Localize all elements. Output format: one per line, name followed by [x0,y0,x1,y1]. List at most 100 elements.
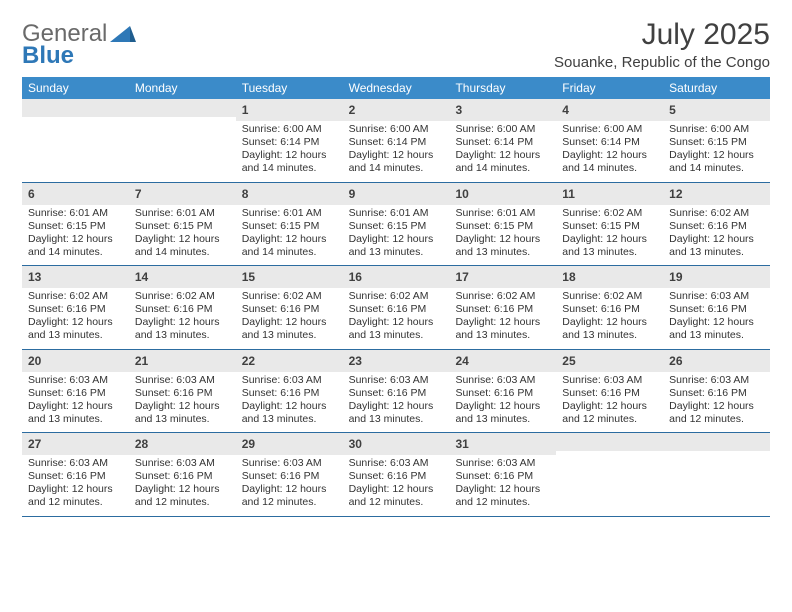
calendar-day: 18Sunrise: 6:02 AMSunset: 6:16 PMDayligh… [556,266,663,349]
day-details: Sunrise: 6:02 AMSunset: 6:16 PMDaylight:… [239,290,340,343]
daylight-text: Daylight: 12 hours and 12 minutes. [669,400,764,426]
day-details: Sunrise: 6:03 AMSunset: 6:16 PMDaylight:… [559,374,660,427]
sunset-text: Sunset: 6:15 PM [562,220,657,233]
calendar-day: 7Sunrise: 6:01 AMSunset: 6:15 PMDaylight… [129,183,236,266]
brand-logo: General Blue [22,18,136,68]
day-number: 5 [669,103,676,117]
header: General Blue July 2025 Souanke, Republic… [22,18,770,71]
calendar-day: 29Sunrise: 6:03 AMSunset: 6:16 PMDayligh… [236,433,343,516]
day-number-strip: 25 [556,350,663,372]
calendar-day: 14Sunrise: 6:02 AMSunset: 6:16 PMDayligh… [129,266,236,349]
sunrise-text: Sunrise: 6:01 AM [28,207,123,220]
sunrise-text: Sunrise: 6:03 AM [242,374,337,387]
day-of-week-header: Sunday Monday Tuesday Wednesday Thursday… [22,77,770,99]
day-number: 2 [349,103,356,117]
calendar-day: 25 Sunrise: 6:03 AMSunset: 6:16 PMDayligh… [556,350,663,433]
sunrise-text: Sunrise: 6:03 AM [669,290,764,303]
day-number-strip: 22 [236,350,343,372]
day-details: Sunrise: 6:01 AMSunset: 6:15 PMDaylight:… [346,207,447,260]
day-number-strip: 30 [343,433,450,455]
daylight-text: Daylight: 12 hours and 12 minutes. [562,400,657,426]
day-details: Sunrise: 6:03 AMSunset: 6:16 PMDaylight:… [346,457,447,510]
calendar-day: 5Sunrise: 6:00 AMSunset: 6:15 PMDaylight… [663,99,770,182]
calendar-day: 31Sunrise: 6:03 AMSunset: 6:16 PMDayligh… [449,433,556,516]
sunset-text: Sunset: 6:14 PM [242,136,337,149]
day-number-strip: 11 [556,183,663,205]
day-details: Sunrise: 6:02 AMSunset: 6:16 PMDaylight:… [559,290,660,343]
day-number: 15 [242,270,255,284]
day-number-strip: 19 [663,266,770,288]
day-number-strip: 18 [556,266,663,288]
daylight-text: Daylight: 12 hours and 12 minutes. [242,483,337,509]
day-details: Sunrise: 6:01 AMSunset: 6:15 PMDaylight:… [239,207,340,260]
sunset-text: Sunset: 6:14 PM [349,136,444,149]
logo-triangle-icon [110,24,136,44]
daylight-text: Daylight: 12 hours and 13 minutes. [455,316,550,342]
calendar-day: 2 Sunrise: 6:00 AMSunset: 6:14 PMDaylight… [343,99,450,182]
day-number-strip: 16 [343,266,450,288]
day-number: 17 [455,270,468,284]
calendar-day [22,99,129,182]
sunrise-text: Sunrise: 6:02 AM [455,290,550,303]
calendar-week: 13Sunrise: 6:02 AMSunset: 6:16 PMDayligh… [22,266,770,350]
day-details: Sunrise: 6:02 AMSunset: 6:16 PMDaylight:… [132,290,233,343]
day-number: 23 [349,354,362,368]
calendar-day: 6Sunrise: 6:01 AMSunset: 6:15 PMDaylight… [22,183,129,266]
calendar-day: 12Sunrise: 6:02 AMSunset: 6:16 PMDayligh… [663,183,770,266]
day-details: Sunrise: 6:03 AMSunset: 6:16 PMDaylight:… [666,374,767,427]
day-number: 22 [242,354,255,368]
day-number-strip: 7 [129,183,236,205]
day-number-strip: 8 [236,183,343,205]
sunset-text: Sunset: 6:16 PM [669,387,764,400]
day-number: 25 [562,354,575,368]
sunrise-text: Sunrise: 6:03 AM [669,374,764,387]
day-details: Sunrise: 6:02 AMSunset: 6:16 PMDaylight:… [666,207,767,260]
day-details: Sunrise: 6:03 AMSunset: 6:16 PMDaylight:… [666,290,767,343]
sunrise-text: Sunrise: 6:03 AM [455,457,550,470]
daylight-text: Daylight: 12 hours and 13 minutes. [242,316,337,342]
sunset-text: Sunset: 6:16 PM [242,387,337,400]
daylight-text: Daylight: 12 hours and 13 minutes. [28,316,123,342]
sunset-text: Sunset: 6:16 PM [242,303,337,316]
sunrise-text: Sunrise: 6:03 AM [349,457,444,470]
dow-monday: Monday [129,77,236,99]
day-number: 24 [455,354,468,368]
sunset-text: Sunset: 6:16 PM [28,470,123,483]
day-number: 21 [135,354,148,368]
page-title: July 2025 [554,18,770,52]
sunrise-text: Sunrise: 6:02 AM [28,290,123,303]
day-details: Sunrise: 6:00 AMSunset: 6:14 PMDaylight:… [346,123,447,176]
day-number: 7 [135,187,142,201]
day-details: Sunrise: 6:03 AMSunset: 6:16 PMDaylight:… [452,374,553,427]
calendar-week: 6 Sunrise: 6:01 AMSunset: 6:15 PMDaylight… [22,183,770,267]
sunset-text: Sunset: 6:15 PM [135,220,230,233]
sunrise-text: Sunrise: 6:00 AM [562,123,657,136]
day-number-strip: 27 [22,433,129,455]
day-number-strip: 9 [343,183,450,205]
calendar-day: 28Sunrise: 6:03 AMSunset: 6:16 PMDayligh… [129,433,236,516]
day-number: 6 [28,187,35,201]
calendar-day: 4Sunrise: 6:00 AMSunset: 6:14 PMDaylight… [556,99,663,182]
sunrise-text: Sunrise: 6:03 AM [135,457,230,470]
day-number-strip [663,433,770,451]
sunset-text: Sunset: 6:16 PM [349,387,444,400]
day-details: Sunrise: 6:02 AMSunset: 6:15 PMDaylight:… [559,207,660,260]
daylight-text: Daylight: 12 hours and 12 minutes. [455,483,550,509]
day-number-strip: 13 [22,266,129,288]
sunset-text: Sunset: 6:15 PM [455,220,550,233]
sunrise-text: Sunrise: 6:01 AM [135,207,230,220]
calendar-day: 23Sunrise: 6:03 AMSunset: 6:16 PMDayligh… [343,350,450,433]
calendar-day: 1Sunrise: 6:00 AMSunset: 6:14 PMDaylight… [236,99,343,182]
dow-tuesday: Tuesday [236,77,343,99]
calendar-day [663,433,770,516]
day-number-strip: 2 [343,99,450,121]
day-number-strip: 12 [663,183,770,205]
day-number-strip: 1 [236,99,343,121]
sunrise-text: Sunrise: 6:00 AM [242,123,337,136]
daylight-text: Daylight: 12 hours and 13 minutes. [562,316,657,342]
day-number: 1 [242,103,249,117]
dow-wednesday: Wednesday [343,77,450,99]
day-number: 30 [349,437,362,451]
sunset-text: Sunset: 6:16 PM [455,387,550,400]
day-number-strip: 17 [449,266,556,288]
